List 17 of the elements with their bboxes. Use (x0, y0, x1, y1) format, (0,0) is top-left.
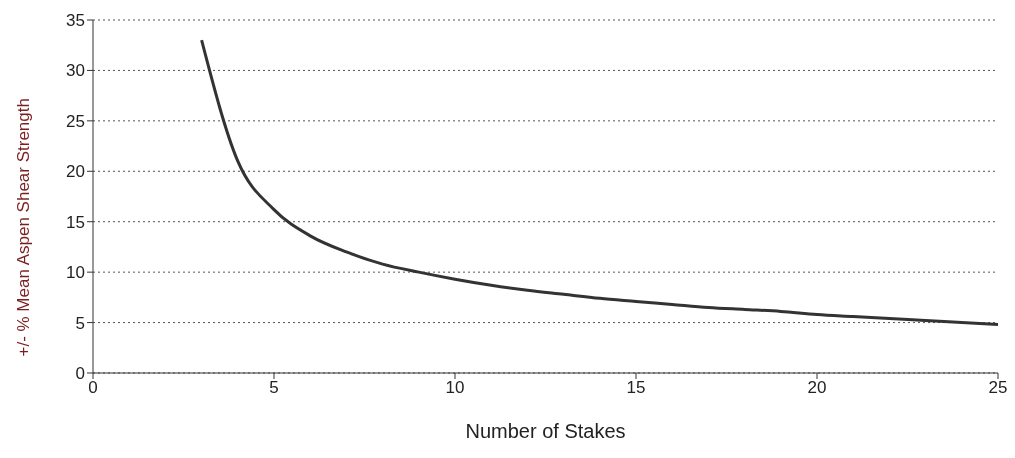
y-tick-label: 30 (66, 61, 85, 81)
line-series (200, 38, 998, 327)
y-tick-label: 10 (66, 263, 85, 283)
y-tick-label: 25 (66, 111, 85, 131)
x-tick-label: 0 (88, 378, 98, 398)
y-tick-label: 15 (66, 212, 85, 232)
x-tick-label: 25 (988, 378, 1008, 398)
x-tick-label: 20 (807, 378, 827, 398)
x-tick-label: 5 (269, 378, 279, 398)
y-tick-label: 0 (75, 364, 85, 384)
y-tick-label: 5 (75, 313, 85, 333)
x-tick-label: 15 (626, 378, 646, 398)
x-axis-title: Number of Stakes (465, 420, 626, 442)
y-axis-title: +/- % Mean Aspen Shear Strength (14, 98, 34, 357)
y-tick-label: 20 (66, 162, 85, 182)
x-tick-label: 10 (445, 378, 465, 398)
y-tick-label: 35 (66, 11, 85, 31)
